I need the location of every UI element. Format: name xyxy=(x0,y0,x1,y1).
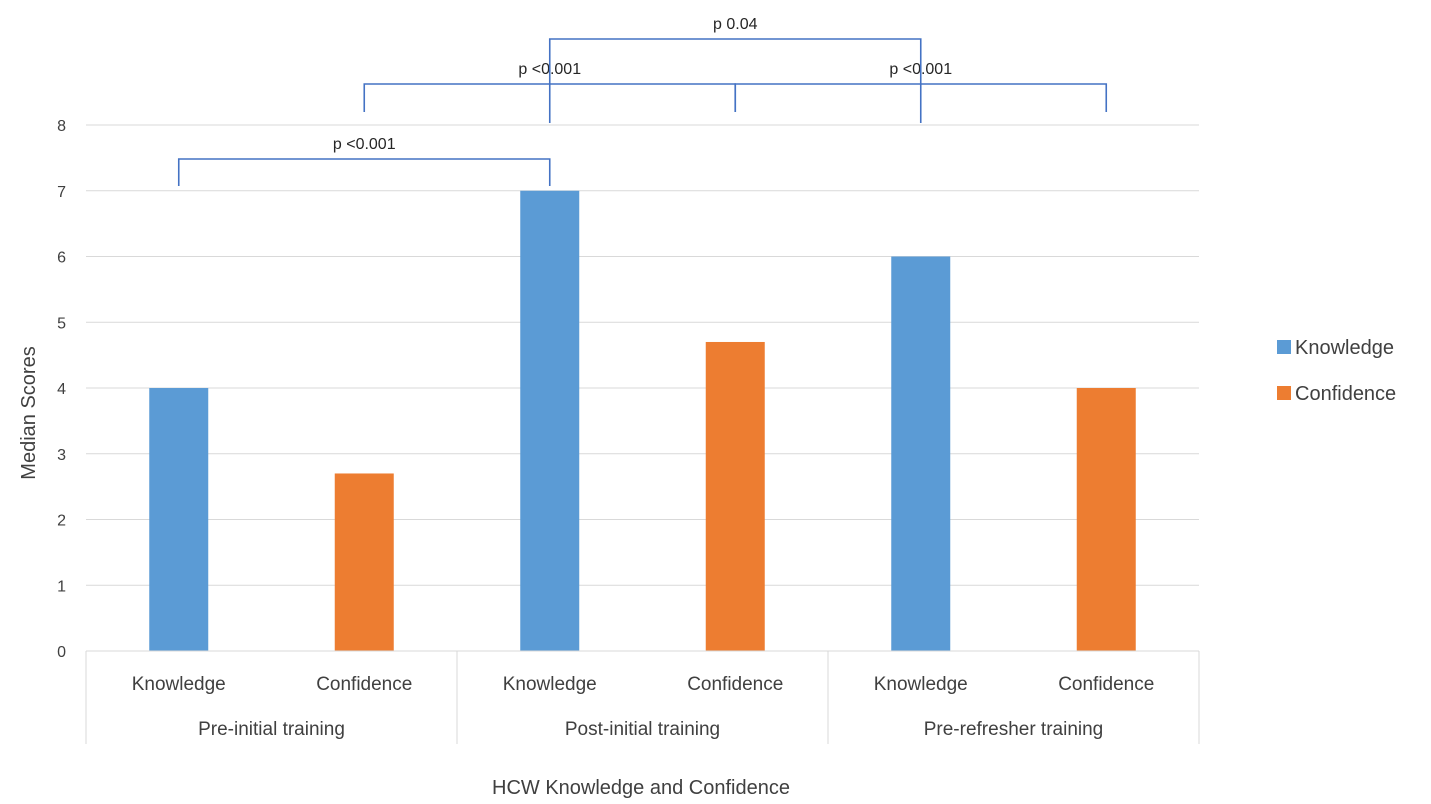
y-tick-label: 1 xyxy=(57,578,66,595)
x-axis: Knowledge Confidence Knowledge Confidence Kn… xyxy=(85,650,1200,744)
y-tick-label: 5 xyxy=(57,315,66,332)
x-group-label: Pre-initial training xyxy=(198,719,345,740)
legend: Knowledge Confidence xyxy=(1277,337,1396,405)
x-category-label: Knowledge xyxy=(874,674,968,695)
bars xyxy=(149,190,1136,651)
legend-label-confidence: Confidence xyxy=(1295,383,1396,405)
bar-knowledge xyxy=(520,190,580,651)
bar-knowledge xyxy=(891,256,951,651)
gridlines xyxy=(86,124,1199,652)
x-axis-title: HCW Knowledge and Confidence xyxy=(492,777,790,799)
y-tick-label: 3 xyxy=(57,447,66,464)
legend-label-knowledge: Knowledge xyxy=(1295,337,1394,359)
significance-bracket xyxy=(177,158,551,186)
x-category-label: Confidence xyxy=(316,674,412,695)
bar-knowledge xyxy=(149,388,209,651)
y-axis-title: Median Scores xyxy=(18,346,40,479)
y-axis-ticks: 0 1 2 3 4 5 6 7 8 xyxy=(57,118,66,661)
bar-confidence xyxy=(1076,388,1136,651)
p-value-label: p <0.001 xyxy=(333,136,396,153)
p-value-label: p 0.04 xyxy=(713,16,758,33)
x-group-label: Post-initial training xyxy=(565,719,720,740)
legend-swatch-knowledge xyxy=(1277,340,1291,354)
bar-confidence xyxy=(705,341,765,651)
y-tick-label: 6 xyxy=(57,250,66,267)
x-category-label: Knowledge xyxy=(132,674,226,695)
y-tick-label: 4 xyxy=(57,381,66,398)
y-tick-label: 8 xyxy=(57,118,66,135)
bar-confidence xyxy=(334,473,394,651)
x-group-label: Pre-refresher training xyxy=(924,719,1104,740)
y-tick-label: 2 xyxy=(57,513,66,530)
y-tick-label: 0 xyxy=(57,644,66,661)
significance-bracket xyxy=(548,38,922,123)
x-category-label: Knowledge xyxy=(503,674,597,695)
y-tick-label: 7 xyxy=(57,184,66,201)
legend-swatch-confidence xyxy=(1277,386,1291,400)
x-category-label: Confidence xyxy=(1058,674,1154,695)
x-category-label: Confidence xyxy=(687,674,783,695)
